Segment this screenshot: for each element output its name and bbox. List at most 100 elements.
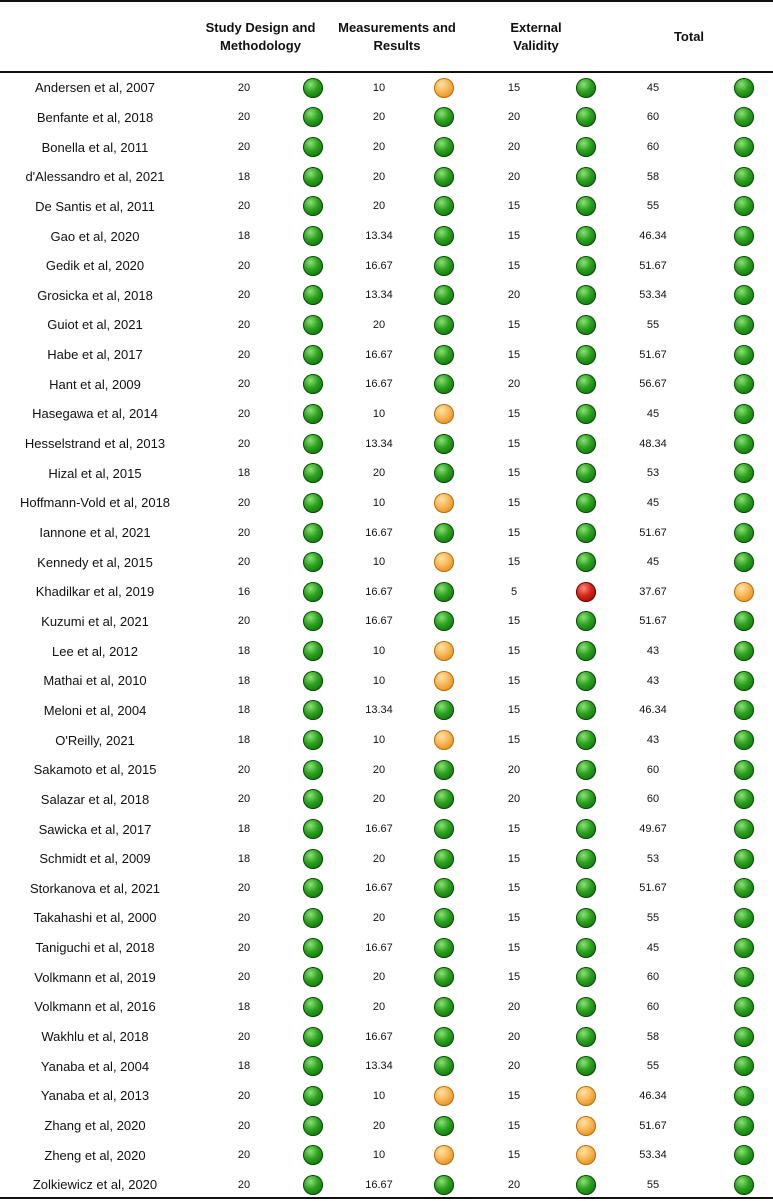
design-rating-green-dot-icon: [303, 611, 323, 632]
design-score: 20: [237, 111, 251, 124]
measurements-rating-green-dot-icon: [434, 522, 454, 543]
table-row: Sawicka et al, 2017 18 16.67 15 49.67: [0, 814, 773, 844]
total-score: 58: [646, 170, 660, 183]
validity-rating-green-dot-icon: [576, 1056, 596, 1077]
header-total: Total: [673, 29, 705, 44]
total-score: 43: [646, 674, 660, 687]
design-rating-green-dot-icon: [303, 344, 323, 365]
study-name: Gedik et al, 2020: [45, 258, 145, 274]
study-name: Zheng et al, 2020: [44, 1147, 146, 1163]
design-rating-green-dot-icon: [303, 374, 323, 395]
study-name: Khadilkar et al, 2019: [35, 584, 155, 600]
total-rating-green-dot-icon: [734, 166, 754, 187]
measurements-score: 16.67: [365, 526, 393, 539]
validity-rating-green-dot-icon: [576, 344, 596, 365]
validity-rating-green-dot-icon: [576, 137, 596, 158]
study-name: Takahashi et al, 2000: [33, 910, 157, 926]
table-row: Hasegawa et al, 2014 20 10 15 45: [0, 399, 773, 429]
measurements-score: 20: [372, 318, 386, 331]
measurements-rating-green-dot-icon: [434, 314, 454, 335]
total-rating-green-dot-icon: [734, 107, 754, 128]
total-rating-green-dot-icon: [734, 226, 754, 247]
validity-rating-amber-dot-icon: [576, 1145, 596, 1166]
validity-rating-green-dot-icon: [576, 1174, 596, 1195]
design-score: 20: [237, 941, 251, 954]
measurements-rating-green-dot-icon: [434, 1056, 454, 1077]
total-rating-green-dot-icon: [734, 1056, 754, 1077]
validity-rating-green-dot-icon: [576, 700, 596, 721]
design-rating-green-dot-icon: [303, 759, 323, 780]
study-name: Schmidt et al, 2009: [39, 851, 151, 867]
measurements-score: 20: [372, 971, 386, 984]
design-rating-green-dot-icon: [303, 1145, 323, 1166]
total-score: 58: [646, 1030, 660, 1043]
total-score: 46.34: [639, 704, 667, 717]
bottom-rule: [0, 1197, 773, 1199]
total-score: 55: [646, 200, 660, 213]
study-name: Sakamoto et al, 2015: [33, 762, 157, 778]
total-score: 53: [646, 467, 660, 480]
study-name: Yanaba et al, 2013: [40, 1088, 150, 1104]
total-score: 51.67: [639, 882, 667, 895]
design-score: 18: [237, 734, 251, 747]
total-score: 48.34: [639, 437, 667, 450]
validity-rating-green-dot-icon: [576, 107, 596, 128]
design-score: 20: [237, 81, 251, 94]
design-rating-green-dot-icon: [303, 492, 323, 513]
measurements-score: 10: [372, 496, 386, 509]
validity-score: 15: [507, 556, 521, 569]
study-name: Zolkiewicz et al, 2020: [32, 1177, 158, 1193]
total-score: 60: [646, 141, 660, 154]
measurements-rating-amber-dot-icon: [434, 1145, 454, 1166]
total-rating-green-dot-icon: [734, 967, 754, 988]
design-rating-green-dot-icon: [303, 403, 323, 424]
total-score: 49.67: [639, 823, 667, 836]
measurements-rating-green-dot-icon: [434, 907, 454, 928]
design-score: 18: [237, 467, 251, 480]
design-score: 20: [237, 1119, 251, 1132]
design-rating-green-dot-icon: [303, 670, 323, 691]
measurements-rating-amber-dot-icon: [434, 552, 454, 573]
measurements-score: 16.67: [365, 615, 393, 628]
validity-rating-green-dot-icon: [576, 314, 596, 335]
total-score: 37.67: [639, 585, 667, 598]
validity-score: 15: [507, 348, 521, 361]
table-row: Gedik et al, 2020 20 16.67 15 51.67: [0, 251, 773, 281]
design-score: 20: [237, 526, 251, 539]
study-name: Storkanova et al, 2021: [29, 880, 161, 896]
design-score: 20: [237, 407, 251, 420]
study-name: Volkmann et al, 2019: [34, 969, 156, 985]
measurements-score: 10: [372, 81, 386, 94]
total-rating-green-dot-icon: [734, 641, 754, 662]
validity-rating-green-dot-icon: [576, 522, 596, 543]
total-rating-green-dot-icon: [734, 759, 754, 780]
validity-rating-green-dot-icon: [576, 226, 596, 247]
table-row: Andersen et al, 2007 20 10 15 45: [0, 73, 773, 103]
design-score: 18: [237, 852, 251, 865]
design-rating-green-dot-icon: [303, 878, 323, 899]
total-score: 45: [646, 407, 660, 420]
design-rating-green-dot-icon: [303, 1174, 323, 1195]
validity-rating-green-dot-icon: [576, 374, 596, 395]
total-rating-green-dot-icon: [734, 1085, 754, 1106]
validity-score: 15: [507, 704, 521, 717]
validity-rating-green-dot-icon: [576, 878, 596, 899]
table-row: Takahashi et al, 2000 20 20 15 55: [0, 903, 773, 933]
validity-rating-green-dot-icon: [576, 759, 596, 780]
total-score: 60: [646, 1000, 660, 1013]
table-row: Wakhlu et al, 2018 20 16.67 20 58: [0, 1022, 773, 1052]
total-rating-green-dot-icon: [734, 848, 754, 869]
design-score: 20: [237, 763, 251, 776]
design-rating-green-dot-icon: [303, 226, 323, 247]
measurements-score: 20: [372, 1000, 386, 1013]
measurements-score: 13.34: [365, 704, 393, 717]
design-score: 20: [237, 793, 251, 806]
study-name: Andersen et al, 2007: [35, 80, 155, 96]
top-rule: [0, 0, 773, 2]
table-row: Hizal et al, 2015 18 20 15 53: [0, 458, 773, 488]
design-score: 18: [237, 704, 251, 717]
design-rating-green-dot-icon: [303, 552, 323, 573]
design-score: 18: [237, 645, 251, 658]
table-row: Yanaba et al, 2004 18 13.34 20 55: [0, 1051, 773, 1081]
design-rating-green-dot-icon: [303, 166, 323, 187]
